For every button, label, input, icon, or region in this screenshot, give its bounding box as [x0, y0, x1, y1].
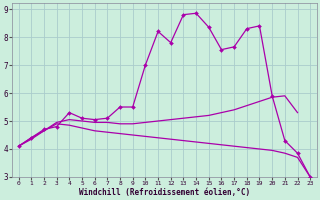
X-axis label: Windchill (Refroidissement éolien,°C): Windchill (Refroidissement éolien,°C) [79, 188, 250, 197]
